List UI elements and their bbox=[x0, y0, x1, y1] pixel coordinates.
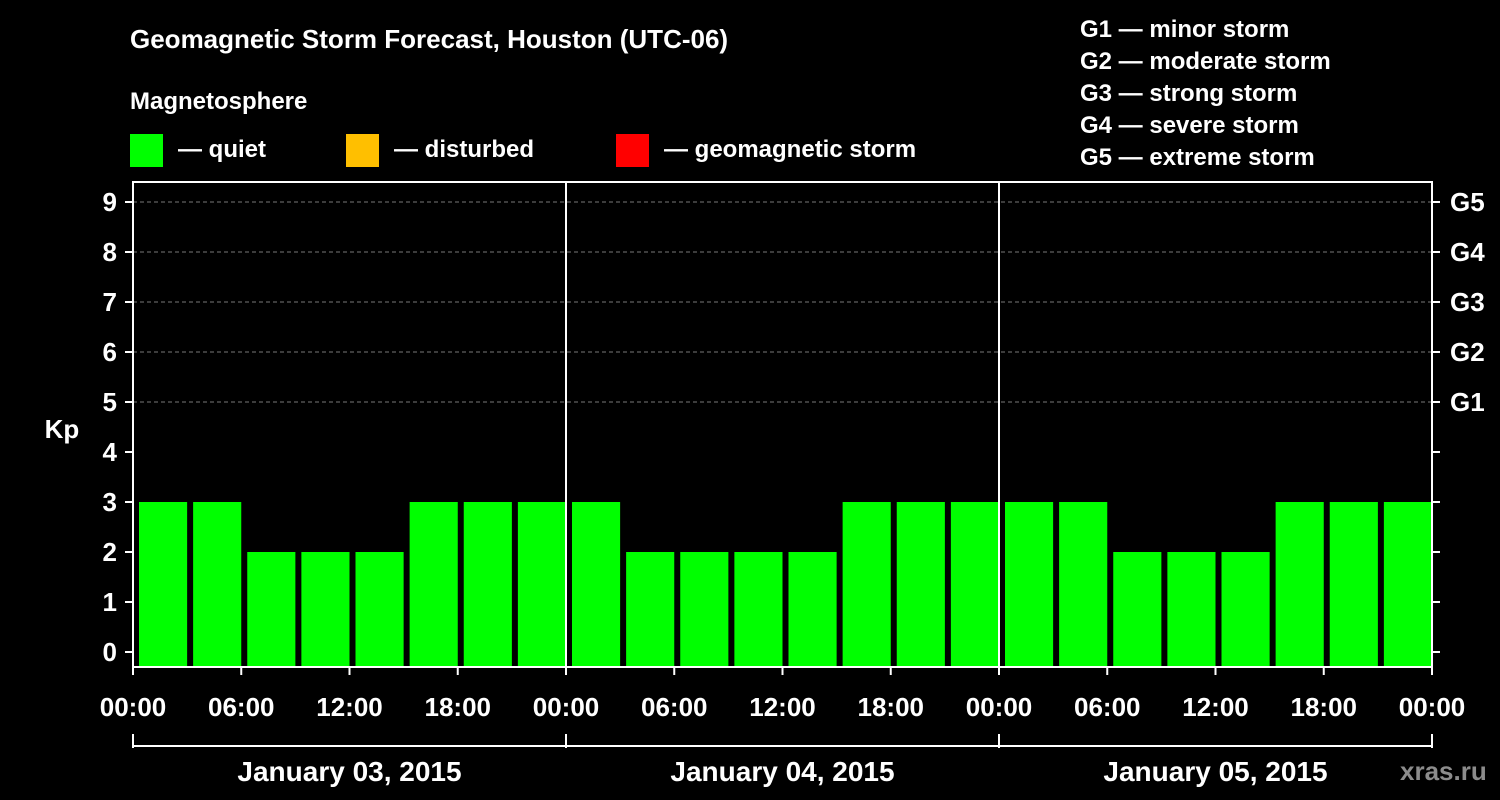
chart-title: Geomagnetic Storm Forecast, Houston (UTC… bbox=[130, 24, 728, 54]
kp-bar bbox=[193, 502, 242, 667]
storm-scale-g3: G3 — strong storm bbox=[1080, 80, 1297, 107]
y-tick-label: 6 bbox=[103, 337, 117, 367]
x-tick-label: 12:00 bbox=[1182, 692, 1249, 722]
plot-area: 0 1 2 3 4 5 6 7 8 9 G1 G2 G3 G4 G5 00:00 06:00 12:00 18:00… bbox=[100, 181, 1485, 787]
legend-label-storm: — geomagnetic storm bbox=[664, 136, 916, 163]
kp-bar bbox=[788, 552, 837, 667]
kp-bar bbox=[1329, 502, 1378, 667]
legend-label-disturbed: — disturbed bbox=[394, 136, 534, 163]
kp-bar bbox=[626, 552, 675, 667]
day-label: January 03, 2015 bbox=[237, 756, 461, 787]
kp-bar bbox=[355, 552, 404, 667]
storm-scale-g2: G2 — moderate storm bbox=[1080, 48, 1331, 75]
legend-swatch-quiet bbox=[130, 134, 163, 167]
kp-bar bbox=[1275, 502, 1324, 667]
y-tick-label: 5 bbox=[103, 387, 117, 417]
storm-level-label: G2 bbox=[1450, 337, 1485, 367]
kp-bar bbox=[842, 502, 891, 667]
legend: — quiet — disturbed — geomagnetic storm bbox=[130, 134, 916, 167]
kp-bar bbox=[1167, 552, 1216, 667]
y-tick-label: 7 bbox=[103, 287, 117, 317]
x-tick-label: 00:00 bbox=[966, 692, 1033, 722]
kp-bar bbox=[463, 502, 512, 667]
kp-bar bbox=[1113, 552, 1162, 667]
storm-level-label: G1 bbox=[1450, 387, 1485, 417]
x-tick-label: 12:00 bbox=[316, 692, 383, 722]
legend-swatch-storm bbox=[616, 134, 649, 167]
legend-label-quiet: — quiet bbox=[178, 136, 266, 163]
kp-bar bbox=[517, 502, 566, 667]
y-tick-label: 2 bbox=[103, 537, 117, 567]
y-axis-label: Kp bbox=[45, 414, 80, 444]
x-tick-label: 12:00 bbox=[749, 692, 816, 722]
day-label: January 04, 2015 bbox=[670, 756, 894, 787]
y-tick-label: 1 bbox=[103, 587, 117, 617]
kp-bar bbox=[301, 552, 350, 667]
storm-level-label: G3 bbox=[1450, 287, 1485, 317]
kp-bar bbox=[247, 552, 296, 667]
x-tick-label: 18:00 bbox=[1291, 692, 1358, 722]
x-tick-label: 00:00 bbox=[533, 692, 600, 722]
x-tick-label: 00:00 bbox=[100, 692, 167, 722]
kp-bar bbox=[1005, 502, 1054, 667]
x-tick-label: 06:00 bbox=[208, 692, 275, 722]
day-label: January 05, 2015 bbox=[1103, 756, 1327, 787]
y-tick-label: 3 bbox=[103, 487, 117, 517]
kp-bar bbox=[572, 502, 621, 667]
kp-bar bbox=[1059, 502, 1108, 667]
kp-bar bbox=[1221, 552, 1270, 667]
x-tick-label: 06:00 bbox=[641, 692, 708, 722]
magnetosphere-label: Magnetosphere bbox=[130, 88, 307, 115]
x-tick-label: 18:00 bbox=[425, 692, 492, 722]
kp-bar bbox=[950, 502, 999, 667]
watermark: xras.ru bbox=[1400, 756, 1487, 786]
kp-bar bbox=[139, 502, 188, 667]
kp-bar bbox=[680, 552, 729, 667]
storm-scale-g5: G5 — extreme storm bbox=[1080, 144, 1315, 171]
y-tick-label: 4 bbox=[103, 437, 118, 467]
x-tick-label: 06:00 bbox=[1074, 692, 1141, 722]
y-tick-label: 9 bbox=[103, 187, 117, 217]
kp-bar bbox=[1383, 502, 1432, 667]
kp-bar bbox=[896, 502, 945, 667]
storm-scale-g4: G4 — severe storm bbox=[1080, 112, 1299, 139]
x-tick-label: 18:00 bbox=[858, 692, 925, 722]
legend-swatch-disturbed bbox=[346, 134, 379, 167]
x-tick-label: 00:00 bbox=[1399, 692, 1466, 722]
y-tick-label: 8 bbox=[103, 237, 117, 267]
kp-bar bbox=[734, 552, 783, 667]
storm-scale-legend: G1 — minor storm G2 — moderate storm G3 … bbox=[1080, 16, 1331, 171]
kp-bar bbox=[409, 502, 458, 667]
storm-level-label: G5 bbox=[1450, 187, 1485, 217]
y-tick-label: 0 bbox=[103, 637, 117, 667]
storm-scale-g1: G1 — minor storm bbox=[1080, 16, 1289, 43]
storm-level-label: G4 bbox=[1450, 237, 1485, 267]
